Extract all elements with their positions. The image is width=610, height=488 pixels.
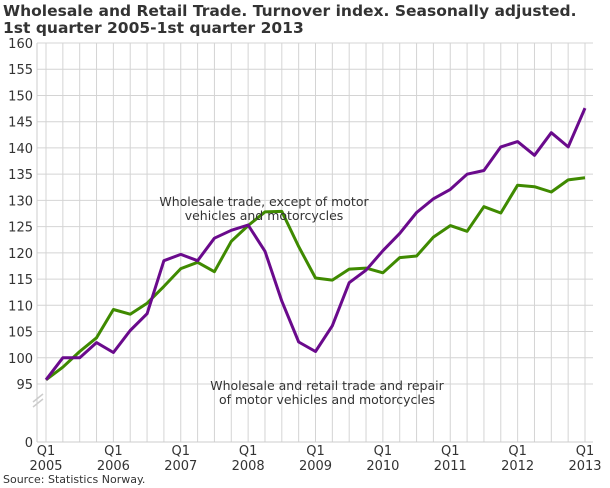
line-chart: 0 95 100 105 110 115 120 125 130 135 140 145 150 155 1…	[8, 37, 601, 470]
y-tick-label: 95	[16, 378, 33, 393]
x-tick-year: 2008	[232, 459, 265, 470]
x-tick-label: Q1	[239, 444, 258, 459]
annotation-label: vehicles and motorcycles	[185, 208, 344, 223]
axis-break-mark	[32, 398, 44, 408]
x-tick-year: 2012	[501, 459, 534, 470]
y-tick-label: 100	[8, 352, 33, 367]
x-tick-label: Q1	[104, 444, 123, 459]
y-tick-label: 105	[8, 326, 33, 341]
chart-title: Wholesale and Retail Trade. Turnover ind…	[3, 2, 577, 20]
x-tick-label: Q1	[306, 444, 325, 459]
y-tick-label: 120	[8, 247, 33, 262]
x-tick-label: Q1	[508, 444, 527, 459]
annotation-label: Wholesale trade, except of motor	[159, 194, 369, 209]
chart-subtitle: 1st quarter 2005-1st quarter 2013	[3, 19, 304, 37]
axes: 0 95 100 105 110 115 120 125 130 135 140 145 150 155 1…	[8, 37, 601, 470]
y-tick-label: 0	[25, 436, 33, 451]
grid	[37, 42, 593, 442]
series-lines	[44, 107, 587, 381]
source-note: Source: Statistics Norway.	[3, 473, 146, 486]
y-tick-label: 110	[8, 299, 33, 314]
y-tick-label: 140	[8, 142, 33, 157]
y-tick-label: 145	[8, 116, 33, 131]
x-tick-label: Q1	[171, 444, 190, 459]
y-tick-label: 130	[8, 194, 33, 209]
x-tick-year: 2011	[434, 459, 467, 470]
x-tick-label: Q1	[576, 444, 595, 459]
annotation-label: Wholesale and retail trade and repair	[210, 378, 444, 393]
x-tick-year: 2009	[299, 459, 332, 470]
x-tick-year: 2006	[97, 459, 130, 470]
y-tick-label: 125	[8, 221, 33, 236]
y-tick-label: 155	[8, 63, 33, 78]
x-tick-label: Q1	[37, 444, 56, 459]
series-line-1	[45, 176, 586, 381]
y-tick-label: 115	[8, 273, 33, 288]
x-tick-label: Q1	[374, 444, 393, 459]
y-tick-label: 135	[8, 168, 33, 183]
annotation-label: of motor vehicles and motorcycles	[219, 392, 435, 407]
annotations: Wholesale trade, except of motorvehicles…	[159, 194, 444, 407]
x-tick-year: 2007	[164, 459, 197, 470]
y-tick-label: 150	[8, 89, 33, 104]
y-tick-label: 160	[8, 37, 33, 52]
x-tick-label: Q1	[441, 444, 460, 459]
x-tick-year: 2005	[29, 459, 62, 470]
x-tick-year: 2013	[568, 459, 601, 470]
x-tick-year: 2010	[366, 459, 399, 470]
axis-break-mark	[32, 393, 44, 403]
series-line-0	[44, 107, 587, 381]
